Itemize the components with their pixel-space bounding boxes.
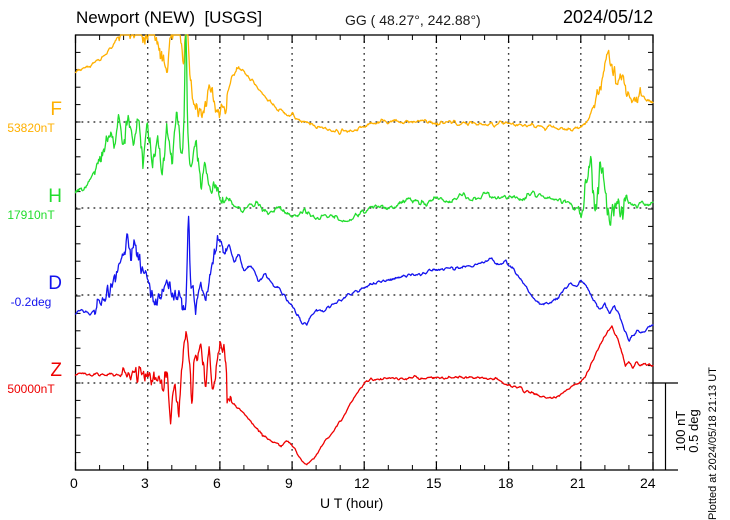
svg-text:Plotted at 2024/05/18 21:13 UT: Plotted at 2024/05/18 21:13 UT	[707, 367, 719, 520]
svg-text:0.5 deg: 0.5 deg	[686, 409, 701, 452]
